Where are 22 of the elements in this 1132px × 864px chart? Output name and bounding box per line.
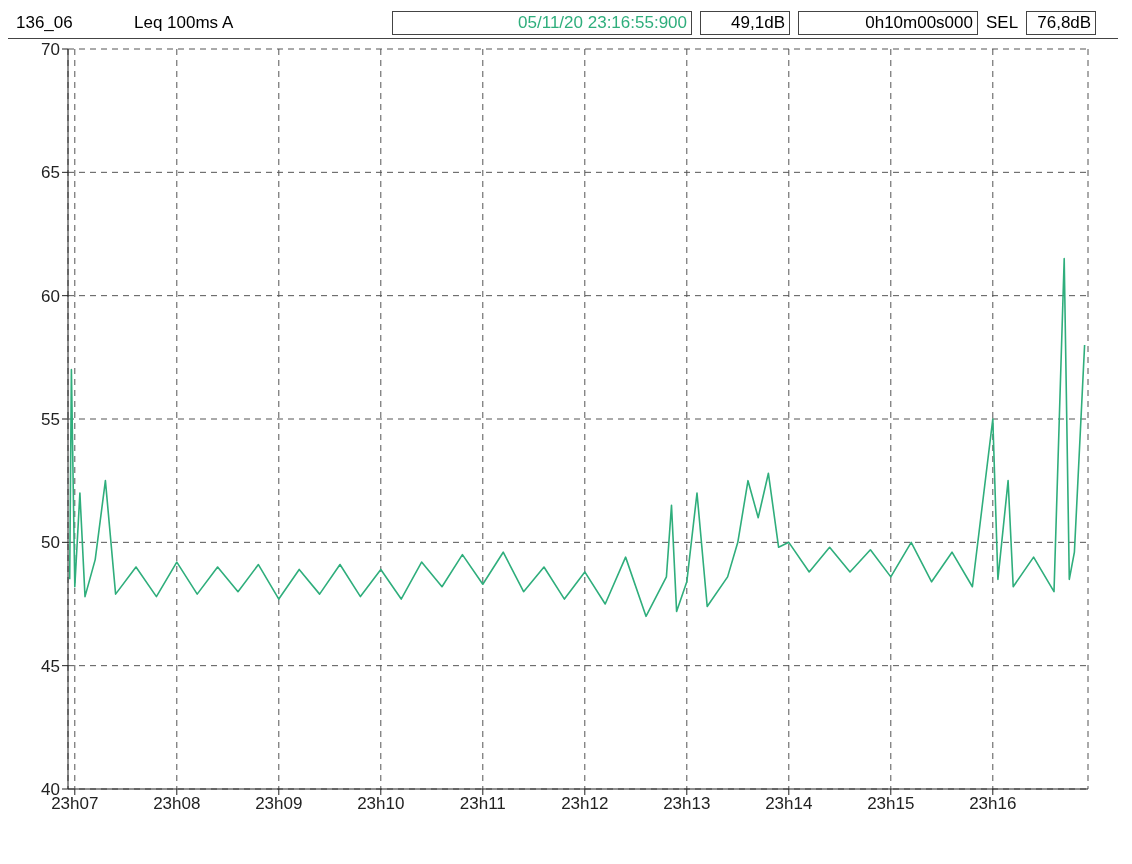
x-tick-label: 23h09 [255, 794, 303, 814]
text: 05/11/20 23:16:55:900 [392, 11, 692, 35]
y-tick-label: 45 [41, 656, 60, 676]
x-tick-label: 23h16 [969, 794, 1017, 814]
text: 49,1dB [700, 11, 790, 35]
x-tick-label: 23h10 [357, 794, 405, 814]
y-tick-label: 70 [41, 40, 60, 60]
x-tick-label: 23h12 [561, 794, 609, 814]
y-tick-label: 55 [41, 410, 60, 430]
x-tick-label: 23h15 [867, 794, 915, 814]
x-tick-label: 23h14 [765, 794, 813, 814]
text: 136_06 [15, 13, 74, 33]
y-tick-label: 50 [41, 533, 60, 553]
text: 76,8dB [1026, 11, 1097, 35]
x-tick-label: 23h13 [663, 794, 711, 814]
text: SEL [986, 13, 1019, 33]
text: 0h10m00s000 [798, 11, 978, 35]
y-tick-label: 65 [41, 163, 60, 183]
y-tick-label: 60 [41, 286, 60, 306]
x-tick-label: 23h08 [153, 794, 201, 814]
text: Leq 100ms A [134, 13, 235, 33]
x-tick-label: 23h11 [459, 794, 506, 814]
